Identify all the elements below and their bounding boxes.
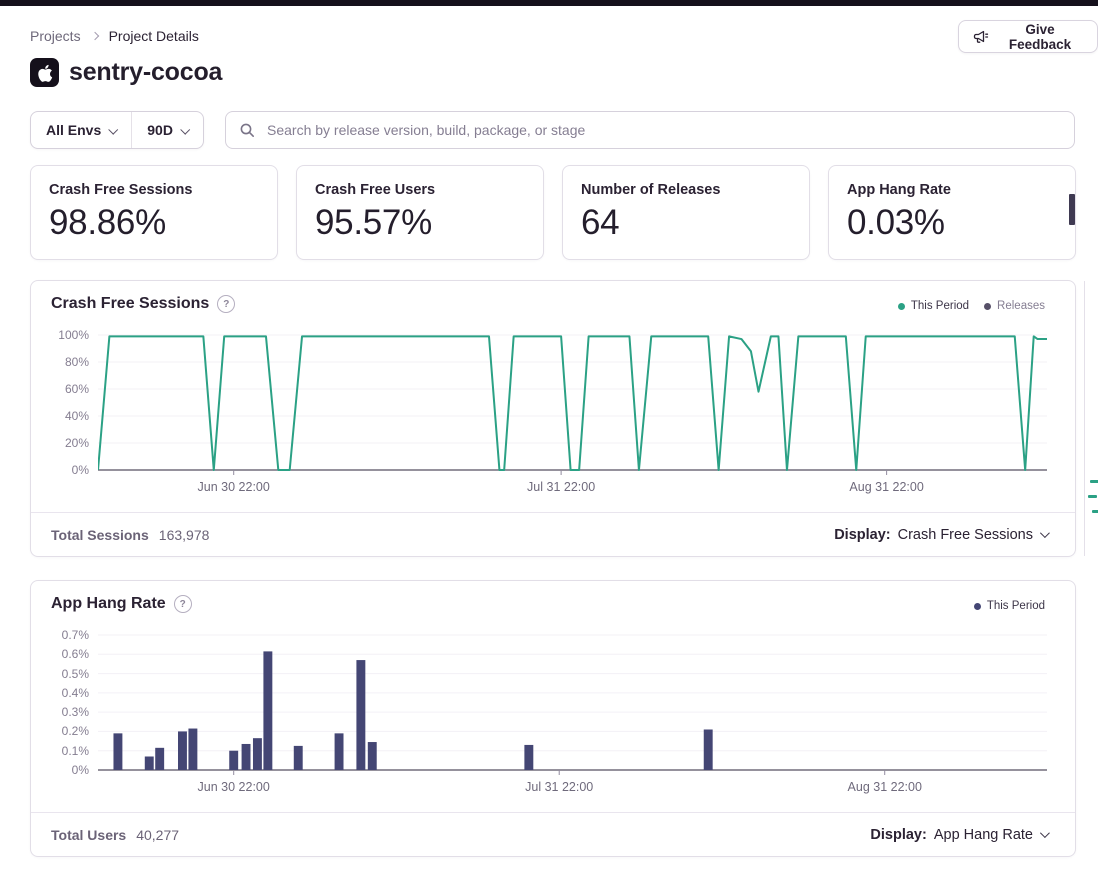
y-tick-label: 20% — [64, 436, 89, 450]
chevron-right-icon — [90, 31, 99, 41]
y-tick-label: 0.5% — [61, 666, 89, 681]
stat-card-crash-free-sessions: Crash Free Sessions 98.86% — [30, 165, 278, 260]
total-users-label: Total Users — [51, 826, 127, 843]
breadcrumb: Projects Project Details — [30, 28, 199, 44]
legend-dot — [973, 602, 981, 610]
x-tick-label: Jul 31 22:00 — [525, 780, 594, 794]
y-tick-label: 0.4% — [61, 685, 89, 700]
search-input[interactable] — [265, 121, 1061, 139]
help-icon[interactable]: ? — [173, 595, 192, 613]
display-label: Display: — [870, 826, 927, 843]
environment-selector[interactable]: All Envs — [31, 112, 131, 148]
y-tick-label: 100% — [58, 328, 89, 342]
display-selector[interactable]: Display: App Hang Rate — [864, 826, 1053, 844]
filter-divider — [131, 112, 133, 148]
bar-chart-plot[interactable] — [98, 631, 1047, 777]
apple-platform-icon — [30, 58, 59, 87]
stat-label: Crash Free Sessions — [49, 182, 193, 198]
legend-item-this-period[interactable]: This Period — [973, 600, 1045, 612]
x-tick-label: Jun 30 22:00 — [197, 780, 270, 794]
legend-dot — [984, 302, 992, 310]
chart-footer: Total Users 40,277 Display: App Hang Rat… — [31, 812, 1075, 856]
top-black-bar — [0, 0, 1098, 6]
y-tick-label: 0.6% — [61, 647, 89, 662]
y-tick-label: 0% — [71, 463, 89, 477]
chart-title: App Hang Rate — [51, 595, 166, 612]
x-axis-labels: Jun 30 22:00 Jul 31 22:00 Aug 31 22:00 — [98, 780, 1047, 796]
legend-item-releases[interactable]: Releases — [984, 300, 1045, 312]
y-tick-label: 60% — [64, 382, 89, 396]
line-chart-plot[interactable] — [98, 331, 1047, 477]
x-tick-label: Aug 31 22:00 — [849, 480, 924, 494]
y-tick-label: 40% — [64, 409, 89, 423]
total-users-value: 40,277 — [136, 826, 180, 843]
chevron-down-icon — [1039, 528, 1050, 539]
release-search — [225, 111, 1075, 149]
breadcrumb-project-details[interactable]: Project Details — [108, 28, 199, 44]
stat-value: 0.03% — [847, 203, 945, 242]
display-value: App Hang Rate — [933, 826, 1033, 843]
legend-item-this-period[interactable]: This Period — [897, 300, 970, 312]
cutoff-card-border — [1084, 281, 1085, 556]
y-tick-label: 80% — [64, 355, 89, 369]
chart-legend: This Period — [973, 600, 1045, 612]
cutoff-chart-fragment — [1092, 510, 1098, 513]
stat-value: 98.86% — [49, 203, 166, 242]
stat-label: Crash Free Users — [315, 182, 436, 198]
stat-label: App Hang Rate — [847, 182, 951, 198]
filter-pill-group: All Envs 90D — [30, 111, 204, 149]
total-sessions-label: Total Sessions — [51, 526, 149, 543]
megaphone-icon — [973, 29, 989, 45]
search-icon — [239, 122, 255, 138]
give-feedback-button[interactable]: Give Feedback — [958, 20, 1098, 53]
date-range-selector-label: 90D — [147, 122, 173, 138]
x-tick-label: Jun 30 22:00 — [197, 480, 270, 494]
date-range-selector[interactable]: 90D — [132, 112, 203, 148]
help-icon[interactable]: ? — [217, 295, 236, 313]
y-axis-labels: 0.7% 0.6% 0.5% 0.4% 0.3% 0.2% 0.1% 0% — [31, 628, 89, 777]
crash-free-sessions-chart-card: Crash Free Sessions ? This Period Releas… — [30, 280, 1076, 557]
y-tick-label: 0% — [71, 763, 89, 777]
display-selector[interactable]: Display: Crash Free Sessions — [828, 526, 1053, 544]
cutoff-fragment — [1069, 194, 1075, 225]
breadcrumb-projects[interactable]: Projects — [30, 28, 81, 44]
stat-card-number-of-releases: Number of Releases 64 — [562, 165, 810, 260]
give-feedback-label: Give Feedback — [1008, 21, 1072, 52]
project-header: sentry-cocoa — [30, 58, 222, 87]
y-axis-labels: 100% 80% 60% 40% 20% 0% — [31, 328, 89, 477]
legend-label: This Period — [986, 600, 1045, 612]
x-axis-labels: Jun 30 22:00 Jul 31 22:00 Aug 31 22:00 — [98, 480, 1047, 496]
y-tick-label: 0.3% — [61, 705, 89, 720]
x-tick-label: Jul 31 22:00 — [527, 480, 596, 494]
total-sessions-value: 163,978 — [158, 526, 210, 543]
chevron-down-icon — [108, 124, 119, 135]
environment-selector-label: All Envs — [46, 122, 102, 138]
stats-row: Crash Free Sessions 98.86% Crash Free Us… — [30, 165, 1076, 260]
legend-label: Releases — [997, 300, 1045, 312]
y-tick-label: 0.2% — [61, 724, 89, 739]
display-value: Crash Free Sessions — [897, 526, 1033, 543]
cutoff-chart-fragment — [1088, 495, 1097, 498]
legend-label: This Period — [910, 300, 970, 312]
cutoff-chart-fragment — [1090, 480, 1098, 483]
legend-dot — [897, 302, 905, 310]
chevron-down-icon — [1039, 828, 1050, 839]
stat-card-crash-free-users: Crash Free Users 95.57% — [296, 165, 544, 260]
y-tick-label: 0.7% — [61, 628, 89, 642]
y-tick-label: 0.1% — [61, 743, 89, 758]
chart-legend: This Period Releases — [897, 300, 1045, 312]
chart-title: Crash Free Sessions — [51, 295, 210, 312]
display-label: Display: — [834, 526, 891, 543]
x-tick-label: Aug 31 22:00 — [847, 780, 922, 794]
app-hang-rate-chart-card: App Hang Rate ? This Period 0.7% 0.6% 0.5%… — [30, 580, 1076, 857]
stat-value: 64 — [581, 203, 620, 242]
chevron-down-icon — [180, 124, 191, 135]
stat-label: Number of Releases — [581, 182, 721, 198]
page-title: sentry-cocoa — [69, 58, 223, 86]
stat-card-app-hang-rate: App Hang Rate 0.03% — [828, 165, 1076, 260]
stat-value: 95.57% — [315, 203, 432, 242]
chart-footer: Total Sessions 163,978 Display: Crash Fr… — [31, 512, 1075, 556]
